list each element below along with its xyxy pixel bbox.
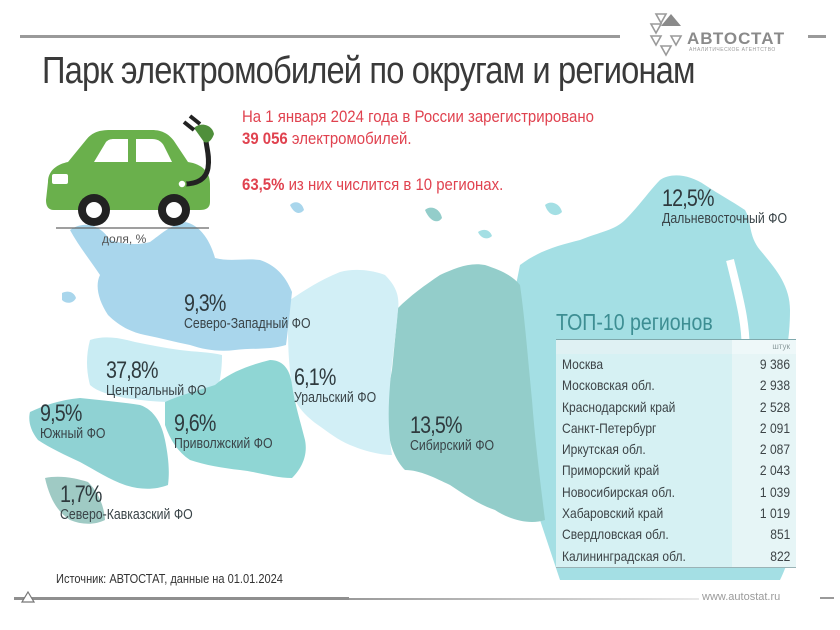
region-name: Краснодарский край <box>562 398 676 415</box>
intro-line-2: 39 056 электромобилей. <box>242 128 594 150</box>
map-region-kaliningrad <box>62 291 76 303</box>
region-name: Хабаровский край <box>562 505 664 522</box>
name-south: Южный ФО <box>40 425 106 442</box>
top10-rule <box>556 339 796 340</box>
label-ural: 6,1% Уральский ФО <box>294 366 394 406</box>
table-row: Хабаровский край 1 019 <box>556 503 796 525</box>
car-caption: доля, % <box>102 232 147 246</box>
name-volga: Приволжский ФО <box>174 435 273 452</box>
table-row: Калининградская обл. 822 <box>556 545 796 567</box>
website-link[interactable]: www.autostat.ru <box>702 591 781 603</box>
pct-central: 37,8% <box>106 357 159 384</box>
region-value: 1 019 <box>759 505 790 522</box>
label-north-west: 9,3% Северо-Западный ФО <box>184 292 338 332</box>
region-name: Приморский край <box>562 462 660 479</box>
electric-car-icon <box>46 114 214 229</box>
label-south: 9,5% Южный ФО <box>40 402 120 442</box>
pct-ural: 6,1% <box>294 364 336 391</box>
label-volga: 9,6% Приволжский ФО <box>174 412 294 452</box>
region-value: 2 087 <box>759 441 790 458</box>
triangle-icon <box>21 591 35 603</box>
pct-north-caucasus: 1,7% <box>60 481 102 508</box>
label-siberia: 13,5% Сибирский ФО <box>410 414 513 454</box>
table-row: Краснодарский край 2 528 <box>556 396 796 418</box>
region-value: 2 528 <box>759 398 790 415</box>
region-name: Московская обл. <box>562 377 655 394</box>
table-row: Иркутская обл. 2 087 <box>556 439 796 461</box>
region-value: 851 <box>769 526 790 543</box>
intro-share: 63,5% из них числится в 10 регионах. <box>242 175 503 195</box>
footer-rule-fade <box>349 598 699 600</box>
label-north-caucasus: 1,7% Северо-Кавказский ФО <box>60 483 222 523</box>
top10-table: ТОП-10 регионов штук Москва 9 386 Московс… <box>556 309 796 568</box>
intro-text: На 1 января 2024 года в России зарегистр… <box>242 106 594 150</box>
name-ural: Уральский ФО <box>294 389 377 406</box>
autostat-logo: АВТОСТАТ АНАЛИТИЧЕСКОЕ АГЕНТСТВО <box>645 10 810 58</box>
name-siberia: Сибирский ФО <box>410 437 495 454</box>
intro-line-2-suffix: электромобилей. <box>287 129 412 148</box>
label-central: 37,8% Центральный ФО <box>106 359 229 399</box>
map-region-north-west <box>70 222 292 351</box>
page-title: Парк электромобилей по округам и региона… <box>42 50 695 92</box>
top10-share: 63,5% <box>242 175 285 194</box>
logo-hexagon-icon <box>649 13 683 57</box>
top10-unit-row: штук <box>556 340 796 354</box>
footer-rule <box>14 597 349 600</box>
brand-name: АВТОСТАТ <box>687 29 786 48</box>
pct-south: 9,5% <box>40 400 82 427</box>
table-row: Новосибирская обл. 1 039 <box>556 481 796 504</box>
region-name: Новосибирская обл. <box>562 483 675 500</box>
header-rule-right <box>808 35 826 38</box>
table-row: Санкт-Петербург 2 091 <box>556 417 796 440</box>
map-region-siberia <box>387 264 545 522</box>
region-name: Москва <box>562 356 604 372</box>
table-row: Московская обл. 2 938 <box>556 375 796 397</box>
header-rule <box>20 35 620 38</box>
intro-line-1: На 1 января 2024 года в России зарегистр… <box>242 107 594 126</box>
name-far-east: Дальневосточный ФО <box>662 210 788 227</box>
table-row: Приморский край 2 043 <box>556 460 796 482</box>
map-region-ural <box>288 269 399 455</box>
region-name: Калининградская обл. <box>562 547 686 564</box>
pct-north-west: 9,3% <box>184 290 226 317</box>
region-value: 2 043 <box>759 462 790 479</box>
brand-subtitle: АНАЛИТИЧЕСКОЕ АГЕНТСТВО <box>689 47 776 53</box>
top10-bottom-rule <box>556 566 796 568</box>
name-north-caucasus: Северо-Кавказский ФО <box>60 506 193 523</box>
pct-volga: 9,6% <box>174 410 216 437</box>
region-value: 2 091 <box>759 419 790 436</box>
top10-unit: штук <box>732 340 796 354</box>
name-north-west: Северо-Западный ФО <box>184 315 311 332</box>
region-value: 2 938 <box>759 377 790 394</box>
map-region-volga <box>165 360 306 478</box>
label-far-east: 12,5% Дальневосточный ФО <box>662 187 815 227</box>
table-row: Москва 9 386 <box>556 354 796 376</box>
table-row: Свердловская обл. 851 <box>556 524 796 546</box>
region-name: Свердловская обл. <box>562 526 669 543</box>
region-value: 9 386 <box>759 356 790 372</box>
intro-share-suffix: из них числится в 10 регионах. <box>284 175 504 194</box>
name-central: Центральный ФО <box>106 382 207 399</box>
map-region-south <box>29 398 169 489</box>
region-name: Санкт-Петербург <box>562 419 657 436</box>
region-value: 1 039 <box>759 483 790 500</box>
region-name: Иркутская обл. <box>562 441 646 458</box>
pct-siberia: 13,5% <box>410 412 463 439</box>
total-ev-count: 39 056 <box>242 129 288 148</box>
pct-far-east: 12,5% <box>662 185 715 212</box>
top10-title: ТОП-10 регионов <box>556 309 713 335</box>
footer-rule-right <box>820 597 834 599</box>
region-value: 822 <box>769 547 790 564</box>
source-note: Источник: АВТОСТАТ, данные на 01.01.2024 <box>56 571 283 586</box>
map-region-central <box>87 337 222 402</box>
map-region-north-caucasus <box>45 476 105 524</box>
